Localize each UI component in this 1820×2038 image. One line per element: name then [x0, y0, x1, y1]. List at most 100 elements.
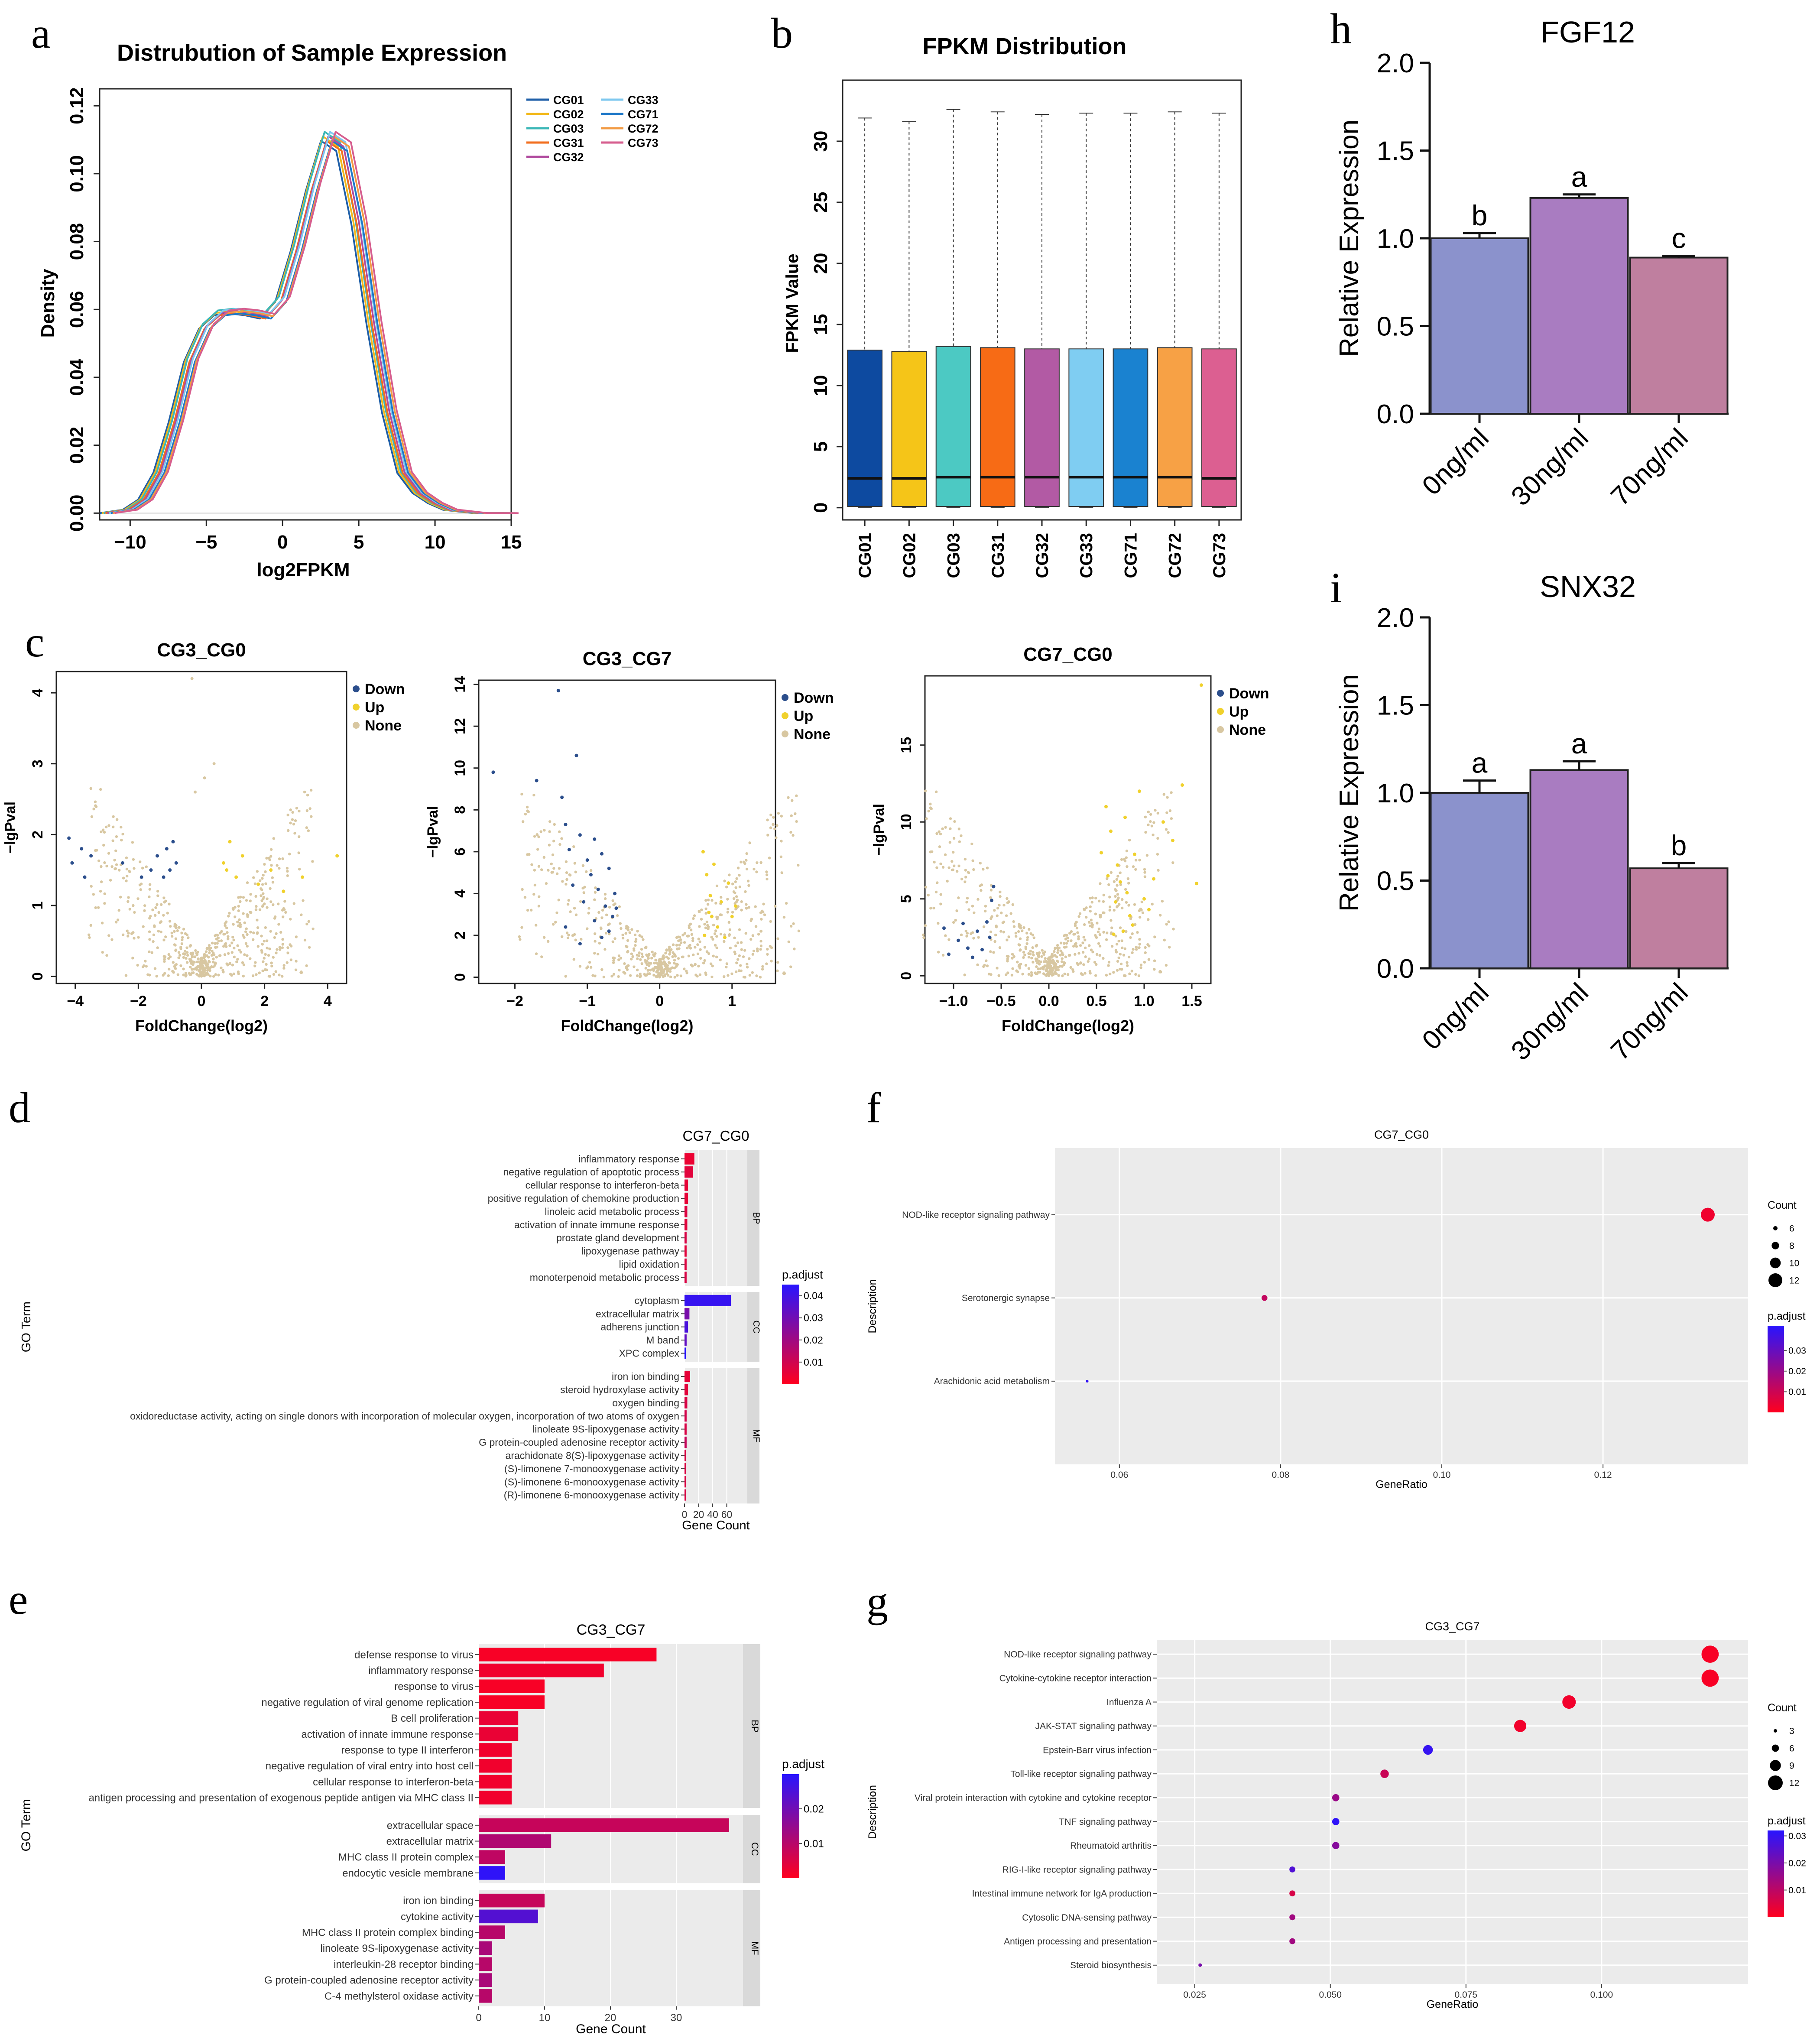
point-none	[755, 974, 758, 977]
point-none	[965, 901, 968, 904]
point-none	[572, 958, 576, 961]
go-bar	[479, 1743, 512, 1757]
point-none	[295, 807, 298, 810]
point-none	[733, 951, 736, 954]
point-down	[589, 873, 593, 876]
point-none	[1116, 893, 1119, 896]
density-line-CG72	[112, 135, 517, 514]
point-none	[662, 960, 665, 963]
x-tick-label: 0	[198, 993, 206, 1009]
point-none	[110, 865, 114, 868]
point-down	[614, 906, 618, 910]
point-none	[1074, 942, 1077, 945]
dot	[1423, 1745, 1433, 1755]
point-none	[560, 935, 564, 938]
go-term-label: negative regulation of viral entry into …	[266, 1760, 474, 1772]
point-none	[754, 925, 758, 928]
point-none	[1069, 966, 1072, 969]
density-line-CG02	[101, 135, 506, 514]
point-none	[153, 914, 157, 917]
point-none	[1153, 968, 1156, 971]
point-none	[112, 815, 115, 818]
point-none	[759, 911, 762, 914]
point-none	[1096, 922, 1099, 925]
point-none	[723, 879, 726, 883]
point-none	[90, 885, 93, 888]
point-none	[298, 835, 301, 838]
point-none	[214, 942, 217, 945]
point-none	[960, 834, 963, 837]
point-none	[261, 943, 264, 946]
y-axis-label: Density	[37, 269, 58, 338]
y-tick-label: 0.00	[66, 495, 88, 532]
point-none	[246, 913, 249, 916]
go-term-label: G protein-coupled adenosine receptor act…	[479, 1437, 679, 1448]
point-none	[1009, 912, 1012, 915]
point-none	[723, 940, 726, 943]
point-none	[142, 925, 145, 928]
size-legend-label: 12	[1789, 1778, 1799, 1788]
dot	[1562, 1695, 1576, 1709]
point-none	[162, 938, 165, 941]
point-none	[552, 840, 555, 843]
dot	[1086, 1379, 1089, 1383]
point-none	[153, 924, 156, 927]
legend-label: Down	[365, 681, 405, 698]
point-none	[1079, 961, 1082, 964]
point-none	[185, 933, 189, 937]
point-none	[1006, 957, 1009, 961]
point-none	[703, 922, 706, 926]
point-none	[1125, 901, 1128, 904]
point-down	[67, 836, 71, 840]
point-none	[278, 857, 281, 860]
dot	[1332, 1818, 1340, 1825]
point-none	[982, 868, 985, 871]
y-tick-label: 0.02	[66, 427, 88, 464]
go-term-label: monoterpenoid metabolic process	[530, 1272, 679, 1283]
dot	[1380, 1769, 1389, 1778]
point-none	[789, 925, 793, 928]
point-none	[681, 955, 685, 958]
point-none	[766, 834, 769, 837]
point-none	[737, 969, 741, 972]
y-tick-label: 2	[452, 931, 468, 940]
point-none	[526, 909, 529, 912]
dot	[1700, 1207, 1715, 1222]
point-none	[1066, 973, 1070, 976]
point-none	[594, 886, 597, 889]
point-none	[690, 964, 693, 967]
point-none	[574, 938, 577, 941]
point-none	[1098, 954, 1101, 957]
point-none	[740, 900, 743, 903]
point-none	[1085, 906, 1088, 909]
point-none	[236, 920, 239, 924]
point-none	[964, 876, 967, 879]
point-none	[1132, 865, 1135, 868]
point-none	[1084, 938, 1087, 941]
point-none	[939, 832, 942, 836]
point-none	[924, 789, 927, 792]
point-none	[623, 962, 626, 965]
point-none	[167, 974, 170, 977]
x-tick-label: 1.0	[1134, 993, 1154, 1009]
point-none	[132, 904, 135, 907]
term-label: Intestinal immune network for IgA produc…	[972, 1889, 1152, 1899]
x-tick-label: CG71	[1121, 533, 1140, 578]
point-none	[1134, 868, 1137, 871]
point-none	[688, 926, 691, 929]
x-tick-label: 40	[707, 1509, 718, 1520]
point-none	[1023, 953, 1026, 957]
point-none	[1127, 955, 1131, 959]
point-none	[205, 947, 209, 950]
point-none	[200, 960, 203, 963]
point-none	[1011, 953, 1014, 956]
point-none	[626, 928, 630, 931]
point-none	[731, 911, 734, 914]
term-label: RIG-I-like receptor signaling pathway	[1002, 1865, 1152, 1875]
point-none	[574, 913, 578, 916]
point-none	[518, 935, 521, 938]
go-bar	[479, 1663, 604, 1678]
chart-title: FPKM Distribution	[923, 33, 1127, 59]
point-none	[220, 966, 223, 970]
y-tick-label: 8	[452, 806, 468, 814]
